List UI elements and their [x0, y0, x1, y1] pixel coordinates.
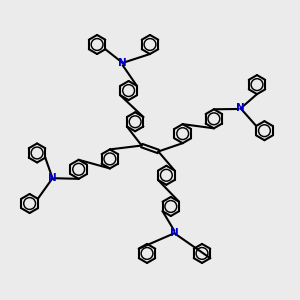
Text: N: N	[236, 103, 245, 113]
Text: N: N	[118, 58, 127, 68]
Text: N: N	[170, 228, 179, 238]
Text: N: N	[48, 173, 57, 183]
